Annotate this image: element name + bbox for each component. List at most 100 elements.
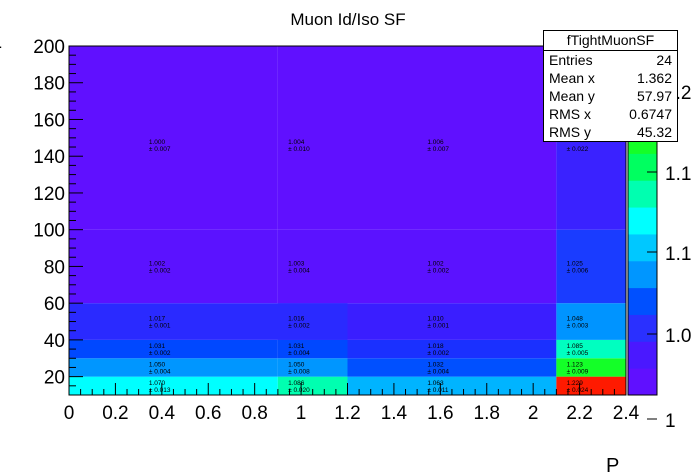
x-tick-label: 0.6 [195, 403, 221, 424]
cell-value-label: 1.050 [288, 361, 305, 368]
heatmap-cell [69, 339, 278, 359]
cell-error-label: ± 0.002 [288, 323, 310, 330]
heatmap-cell [69, 46, 278, 230]
x-tick-label: 1.4 [381, 403, 408, 424]
left-edge-mark: - [0, 36, 2, 56]
palette-swatch [628, 260, 657, 289]
stats-box-title: fTightMuonSF [544, 31, 677, 51]
x-axis-label: P [606, 455, 619, 472]
heatmap-cell [347, 229, 557, 304]
cell-error-label: ± 0.004 [149, 368, 171, 375]
cell-value-label: 1.018 [427, 343, 444, 350]
palette-swatch [628, 207, 657, 235]
cell-error-label: ± 0.002 [427, 350, 449, 357]
cell-value-label: 1.016 [288, 316, 305, 323]
cell-value-label: 1.063 [427, 380, 444, 387]
x-tick-label: 2.4 [613, 403, 640, 424]
cell-error-label: ± 0.001 [149, 323, 171, 330]
heatmap-cell [69, 376, 278, 395]
x-tick-label: 0.2 [102, 403, 128, 424]
x-tick-label: 1.8 [474, 403, 500, 424]
cell-error-label: ± 0.002 [149, 267, 171, 274]
palette-swatch [628, 314, 657, 342]
cell-value-label: 1.002 [427, 260, 444, 267]
heatmap-cell [347, 46, 557, 230]
heatmap-cell [556, 339, 626, 359]
heatmap-cell [556, 358, 626, 377]
cell-value-label: 1.010 [427, 316, 444, 323]
y-tick-label: 40 [44, 331, 65, 352]
heatmap-cell [347, 303, 557, 340]
cell-value-label: 1.017 [149, 316, 166, 323]
y-tick-label: 180 [33, 74, 65, 95]
x-tick-label: 2.2 [566, 403, 592, 424]
cell-error-label: ± 0.002 [149, 350, 171, 357]
stats-value: 57.97 [636, 88, 672, 104]
stats-row-rms-x: RMS x 0.6747 [544, 105, 677, 123]
cell-value-label: 1.229 [567, 380, 584, 387]
z-tick-label: 1.1 [665, 244, 691, 265]
stats-label: Mean y [549, 88, 595, 104]
cell-value-label: 1.000 [149, 139, 166, 146]
y-tick-label: 160 [33, 110, 65, 131]
heatmap-cell [277, 339, 348, 359]
cell-error-label: ± 0.001 [427, 323, 449, 330]
heatmap-cell [277, 229, 348, 304]
heatmap-cell [69, 358, 278, 377]
y-tick-label: 100 [33, 221, 65, 242]
stats-box: fTightMuonSF Entries 24 Mean x 1.362 Mea… [543, 30, 678, 142]
stats-value: 1.362 [636, 70, 672, 86]
heatmap-cell [277, 46, 348, 230]
stats-row-mean-y: Mean y 57.97 [544, 87, 677, 105]
cell-value-label: 1.003 [288, 260, 305, 267]
stats-row-mean-x: Mean x 1.362 [544, 69, 677, 87]
cell-error-label: ± 0.004 [288, 350, 310, 357]
cell-value-label: 1.031 [149, 343, 166, 350]
palette-swatch [628, 180, 657, 208]
cell-error-label: ± 0.020 [288, 387, 310, 394]
palette-swatch [628, 368, 657, 396]
cell-value-label: 1.032 [427, 361, 444, 368]
y-tick-label: 60 [44, 294, 65, 315]
cell-value-label: 1.070 [149, 380, 166, 387]
palette-swatch [628, 233, 657, 262]
cell-value-label: 1.025 [567, 260, 584, 267]
cell-error-label: ± 0.013 [149, 387, 171, 394]
cell-value-label: 1.086 [288, 380, 305, 387]
stats-label: Mean x [549, 70, 595, 86]
stats-value: 45.32 [636, 124, 672, 140]
palette-swatch [628, 287, 657, 315]
chart-title: Muon Id/Iso SF [290, 10, 405, 29]
stats-label: RMS y [549, 124, 591, 140]
stats-value: 0.6747 [629, 106, 672, 122]
cell-error-label: ± 0.009 [567, 368, 589, 375]
cell-error-label: ± 0.005 [567, 350, 589, 357]
heatmap-cell [556, 376, 626, 395]
palette-swatch [628, 341, 657, 369]
x-tick-label: 1 [296, 403, 307, 424]
cell-error-label: ± 0.008 [288, 368, 310, 375]
heatmap-cell [556, 303, 626, 340]
x-tick-label: 1.6 [427, 403, 453, 424]
cell-error-label: ± 0.010 [288, 146, 310, 153]
cell-error-label: ± 0.022 [567, 146, 589, 153]
cell-value-label: 1.006 [427, 139, 444, 146]
x-tick-label: 2 [528, 403, 539, 424]
cell-value-label: 1.123 [567, 361, 584, 368]
cell-error-label: ± 0.002 [427, 267, 449, 274]
y-tick-label: 80 [44, 257, 65, 278]
cell-value-label: 1.004 [288, 139, 305, 146]
cell-error-label: ± 0.011 [427, 387, 449, 394]
x-tick-label: 0.8 [241, 403, 267, 424]
heatmap-cell [556, 229, 626, 304]
y-tick-label: 120 [33, 184, 65, 205]
cell-value-label: 1.085 [567, 343, 584, 350]
cell-error-label: ± 0.003 [567, 323, 589, 330]
cell-error-label: ± 0.006 [567, 267, 589, 274]
heatmap-cell [69, 229, 278, 304]
cell-value-label: 1.002 [149, 260, 166, 267]
x-tick-label: 0.4 [149, 403, 176, 424]
y-tick-label: 20 [44, 368, 65, 389]
palette-swatch [628, 153, 657, 181]
